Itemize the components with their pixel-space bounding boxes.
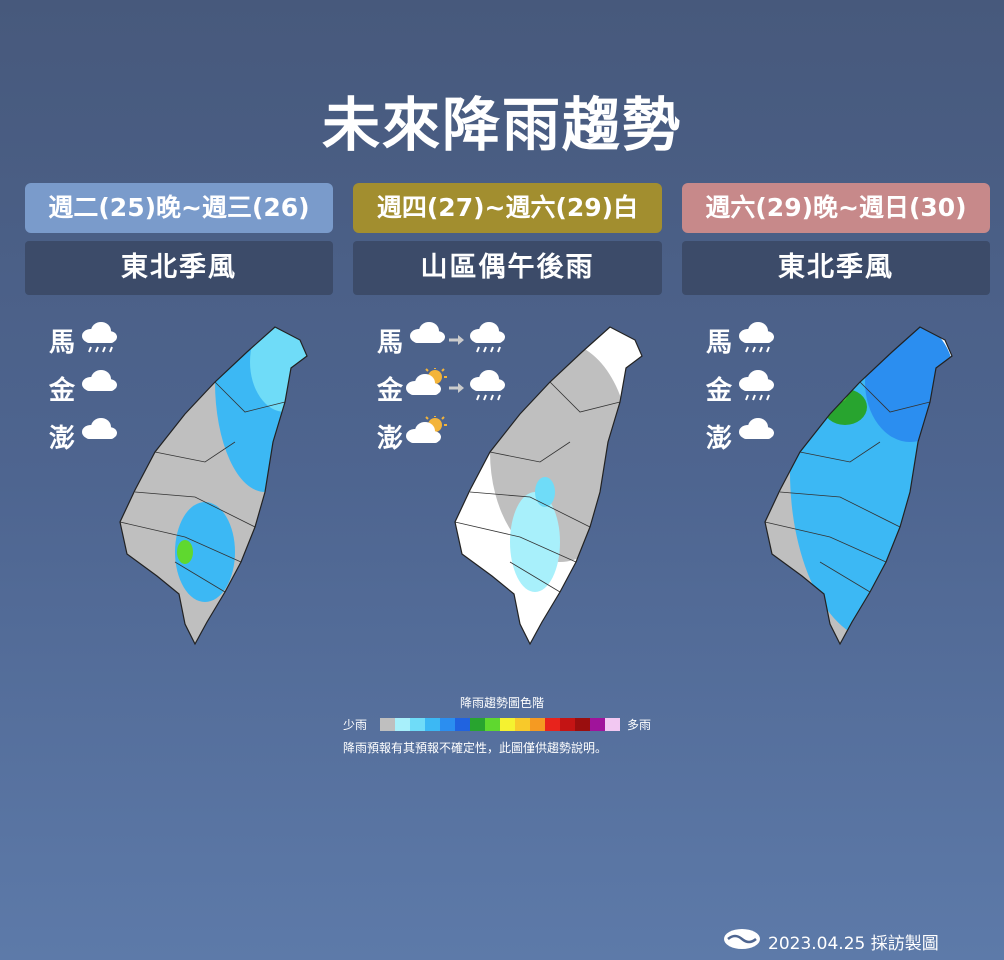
rain-area bbox=[535, 477, 555, 507]
legend-scale bbox=[380, 718, 620, 731]
icon bbox=[82, 322, 117, 352]
icon bbox=[406, 416, 447, 443]
legend-swatch bbox=[440, 718, 455, 731]
rain-map bbox=[119, 326, 308, 646]
summary-box: 東北季風 bbox=[25, 241, 333, 295]
county-lines bbox=[119, 381, 286, 593]
legend-swatch bbox=[425, 718, 440, 731]
rain-area bbox=[510, 492, 560, 592]
county-lines bbox=[454, 381, 621, 593]
island-label: 馬 bbox=[377, 328, 404, 358]
map-fill bbox=[765, 327, 952, 644]
rain-map bbox=[454, 326, 643, 646]
legend-swatch bbox=[395, 718, 410, 731]
rain-area bbox=[175, 502, 235, 602]
island-label: 澎 bbox=[49, 424, 76, 454]
title: 未來降雨趨勢 bbox=[321, 91, 682, 159]
icon bbox=[82, 370, 117, 391]
legend-swatch bbox=[410, 718, 425, 731]
legend-swatch bbox=[380, 718, 395, 731]
period-header: 週六(29)晚~週日(30) bbox=[682, 183, 990, 233]
island-label: 澎 bbox=[377, 424, 404, 454]
logo bbox=[724, 929, 760, 949]
period-header: 週四(27)~週六(29)白 bbox=[353, 183, 662, 233]
rain-area bbox=[832, 382, 848, 402]
legend-swatch bbox=[530, 718, 545, 731]
icon bbox=[406, 368, 447, 395]
island-label: 馬 bbox=[49, 328, 76, 358]
legend-swatch bbox=[515, 718, 530, 731]
rain-area bbox=[823, 389, 867, 425]
summary-box: 東北季風 bbox=[682, 241, 990, 295]
legend-swatch bbox=[545, 718, 560, 731]
period-header: 週二(25)晚~週三(26) bbox=[25, 183, 333, 233]
map-fill bbox=[120, 327, 307, 644]
legend-swatch bbox=[455, 718, 470, 731]
legend-high: 多雨 bbox=[627, 718, 652, 732]
legend-swatch bbox=[605, 718, 620, 731]
island-label: 澎 bbox=[706, 424, 733, 454]
island-label: 金 bbox=[706, 376, 733, 406]
legend-note: 降雨預報有其預報不確定性，此圖僅供趨勢說明。 bbox=[343, 741, 608, 755]
legend-swatch bbox=[500, 718, 515, 731]
footer: 2023.04.25 採訪製圖 bbox=[768, 934, 939, 954]
coast bbox=[454, 326, 643, 646]
map-fill bbox=[455, 327, 642, 644]
coast bbox=[764, 326, 953, 646]
legend-swatch bbox=[485, 718, 500, 731]
legend-swatch bbox=[575, 718, 590, 731]
coast bbox=[119, 326, 308, 646]
summary-box: 山區偶午後雨 bbox=[353, 241, 662, 295]
island-label: 馬 bbox=[706, 328, 733, 358]
county-lines bbox=[764, 381, 931, 593]
island-label: 金 bbox=[49, 376, 76, 406]
legend-title: 降雨趨勢圖色階 bbox=[459, 696, 544, 710]
island-label: 金 bbox=[377, 376, 404, 406]
legend-swatch bbox=[470, 718, 485, 731]
legend-swatch bbox=[560, 718, 575, 731]
icon bbox=[82, 418, 117, 439]
legend-swatch bbox=[590, 718, 605, 731]
rain-map bbox=[764, 326, 953, 646]
rain-area bbox=[865, 327, 952, 442]
legend-low: 少雨 bbox=[343, 718, 368, 732]
icon bbox=[410, 322, 445, 343]
rain-area bbox=[177, 540, 193, 564]
